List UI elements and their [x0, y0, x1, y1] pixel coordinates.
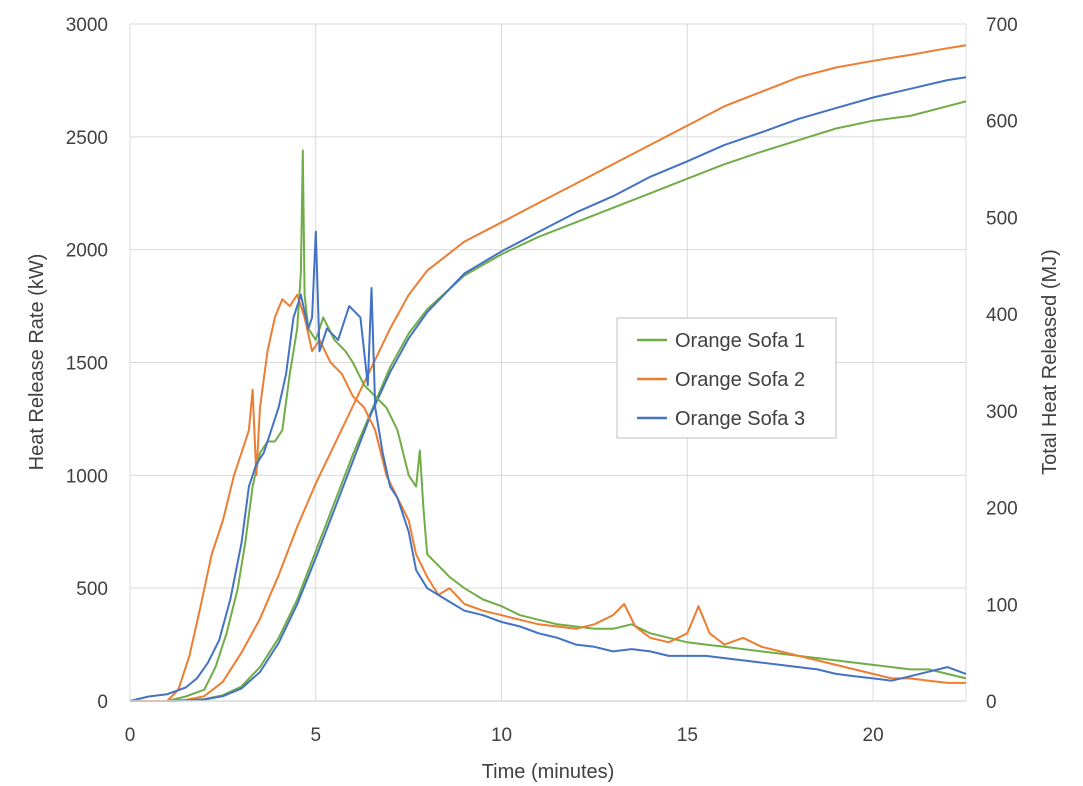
y2-tick-label: 0: [986, 692, 997, 713]
y2-tick-label: 500: [986, 208, 1018, 229]
y2-tick-label: 100: [986, 595, 1018, 616]
y-tick-label: 1500: [66, 354, 108, 375]
y-tick-label: 1000: [66, 466, 108, 487]
x-axis-ticks: 0 5 10 15 20: [125, 725, 884, 746]
x-tick-label: 10: [491, 725, 512, 746]
y2-tick-label: 300: [986, 402, 1018, 423]
thr-line-sofa-1: [130, 100, 967, 702]
y2-axis-ticks: 0 100 200 300 400 500 600 700: [986, 15, 1018, 713]
legend-label: Orange Sofa 2: [675, 369, 805, 391]
legend-label: Orange Sofa 3: [675, 408, 805, 430]
x-tick-label: 20: [863, 725, 884, 746]
thr-line-sofa-2: [130, 44, 967, 702]
x-tick-label: 5: [310, 725, 321, 746]
y-tick-label: 2500: [66, 128, 108, 149]
y-axis-ticks: 0 500 1000 1500 2000 2500 3000: [66, 15, 108, 713]
y-axis-title: Heat Release Rate (kW): [26, 254, 48, 471]
y2-tick-label: 200: [986, 499, 1018, 520]
y2-axis-title: Total Heat Released (MJ): [1039, 249, 1061, 475]
total-heat-released-lines: [130, 44, 967, 702]
y-tick-label: 0: [97, 692, 108, 713]
y-tick-label: 3000: [66, 15, 108, 36]
thr-line-sofa-3: [130, 76, 967, 702]
y2-tick-label: 600: [986, 112, 1018, 133]
y-tick-label: 500: [76, 579, 108, 600]
legend-label: Orange Sofa 1: [675, 330, 805, 352]
y2-tick-label: 700: [986, 15, 1018, 36]
legend-items: Orange Sofa 1 Orange Sofa 2 Orange Sofa 3: [637, 330, 805, 430]
legend: Orange Sofa 1 Orange Sofa 2 Orange Sofa 3: [616, 317, 837, 439]
x-tick-label: 0: [125, 725, 136, 746]
y2-tick-label: 400: [986, 305, 1018, 326]
y-tick-label: 2000: [66, 241, 108, 262]
x-axis-title: Time (minutes): [482, 761, 615, 783]
hrr-line-sofa-3: [129, 230, 967, 702]
gridlines: [129, 23, 967, 701]
heat-release-rate-lines: [129, 149, 967, 702]
x-tick-label: 15: [677, 725, 698, 746]
hrr-line-sofa-1: [130, 149, 967, 702]
